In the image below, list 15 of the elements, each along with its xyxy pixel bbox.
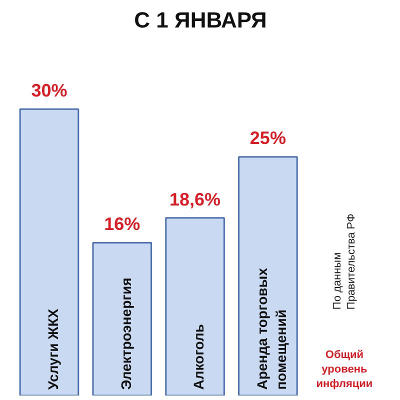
x-tick-label: Электроэнергия [118,278,134,390]
data-label: 30% [31,80,68,101]
bar [92,242,152,396]
bar [165,217,225,396]
data-label: 25% [250,128,286,148]
text: Общий уровень инфляции [316,348,373,390]
x-tick-label: Услуги ЖКХ [44,308,61,390]
bar [19,108,80,396]
chart-title: С 1 ЯНВАРЯ [134,8,267,32]
bar [238,156,298,396]
data-label: 16% [104,214,140,234]
x-tick-label: Алкоголь [190,324,207,390]
data-label: 18,6% [170,189,221,210]
x-tick-label: Аренда торговых помещений [254,268,290,390]
text: По данным Правительства РФ [331,214,358,310]
